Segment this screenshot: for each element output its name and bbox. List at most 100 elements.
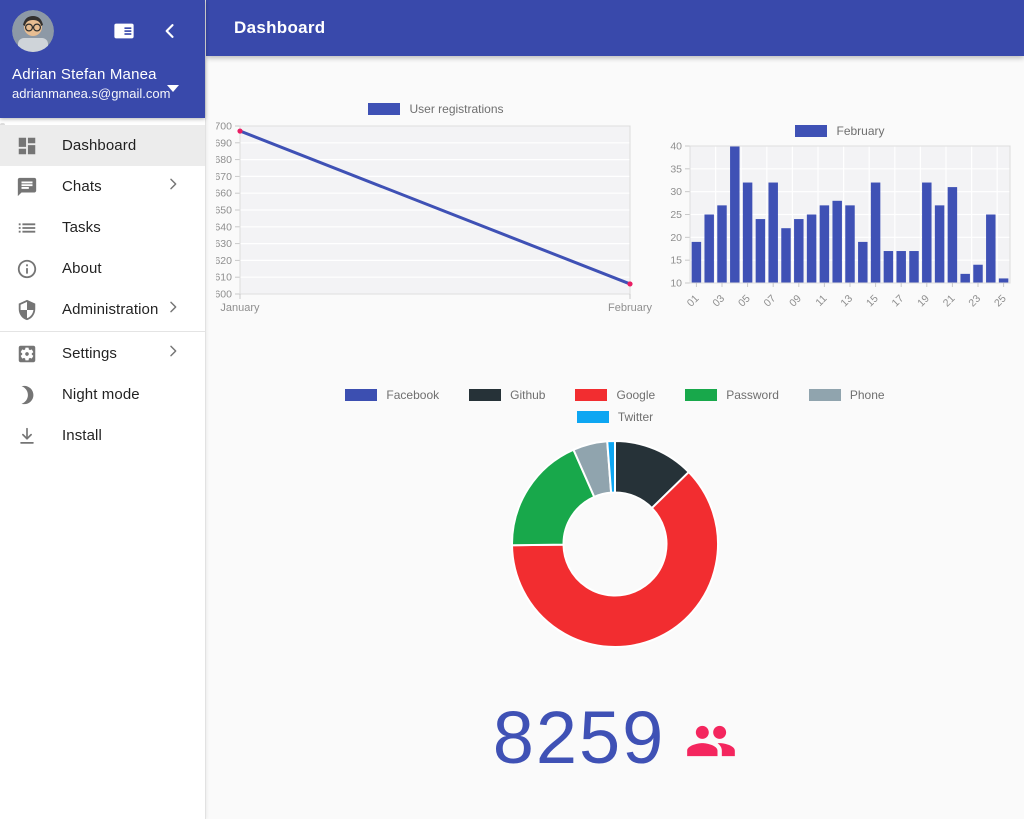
dashboard-content: User registrations 600 610 620 630 640 650 660…: [206, 56, 1024, 819]
bar-chart-block: February 10 15 20 25 30 35 40 01 03 05 07 09 11 13 15 1…: [662, 122, 1018, 315]
info-icon: [16, 258, 38, 280]
sidebar-item-night-mode[interactable]: Night mode: [0, 374, 205, 415]
svg-text:19: 19: [915, 293, 932, 310]
reader-mode-button[interactable]: [113, 20, 135, 42]
sidebar-nav: Dashboard Chats Tasks About: [0, 118, 205, 456]
legend-swatch: [469, 389, 502, 401]
donut-chart-block: Facebook Github Google Password Phone: [206, 386, 1024, 780]
avatar-image: [12, 10, 54, 52]
svg-text:660: 660: [216, 188, 232, 200]
legend-label: Phone: [849, 388, 885, 402]
svg-text:670: 670: [216, 171, 232, 183]
sidebar-item-settings[interactable]: Settings: [0, 333, 205, 374]
svg-text:620: 620: [216, 255, 232, 267]
svg-text:25: 25: [670, 209, 682, 221]
legend-swatch: [368, 103, 401, 115]
legend-item-february[interactable]: February: [795, 124, 885, 138]
sidebar-item-dashboard[interactable]: Dashboard: [0, 125, 205, 166]
legend-swatch: [795, 125, 828, 137]
sidebar-item-label: Administration: [62, 301, 159, 318]
chevron-right-icon: [165, 176, 181, 197]
legend-label: User registrations: [409, 102, 504, 116]
legend-label: Twitter: [617, 410, 654, 424]
legend-item-user-registrations[interactable]: User registrations: [368, 102, 504, 116]
avatar[interactable]: [12, 10, 54, 52]
user-name: Adrian Stefan Manea: [12, 66, 157, 83]
svg-text:650: 650: [216, 205, 232, 217]
svg-text:23: 23: [966, 293, 983, 310]
svg-text:690: 690: [216, 137, 232, 149]
legend-label: February: [836, 124, 885, 138]
shield-icon: [16, 299, 38, 321]
collapse-sidebar-button[interactable]: [159, 20, 181, 42]
donut-chart-legend-row-2: Twitter: [576, 408, 654, 426]
legend-label: Password: [726, 388, 779, 402]
sidebar-item-label: Settings: [62, 345, 117, 362]
legend-label: Facebook: [386, 388, 440, 402]
svg-text:40: 40: [670, 141, 682, 153]
sidebar-item-install[interactable]: Install: [0, 415, 205, 456]
svg-text:35: 35: [670, 163, 682, 175]
svg-text:15: 15: [864, 293, 881, 310]
total-users-stat: 8259: [493, 695, 738, 780]
download-icon: [16, 425, 38, 447]
svg-text:21: 21: [941, 293, 958, 310]
sidebar-item-label: Install: [62, 427, 102, 444]
svg-text:February: February: [608, 302, 653, 314]
sidebar-item-about[interactable]: About: [0, 248, 205, 289]
legend-swatch: [345, 389, 378, 401]
total-users-number: 8259: [492, 696, 666, 779]
svg-text:07: 07: [762, 293, 779, 310]
svg-text:11: 11: [813, 293, 829, 309]
login-providers-donut-chart[interactable]: [509, 438, 721, 655]
svg-text:30: 30: [670, 186, 682, 198]
svg-text:15: 15: [670, 255, 682, 267]
legend-swatch: [685, 389, 718, 401]
sidebar-item-label: Tasks: [62, 219, 101, 236]
sidebar-item-label: Chats: [62, 178, 102, 195]
reader-mode-icon: [114, 23, 134, 39]
svg-text:17: 17: [890, 293, 907, 310]
moon-icon: [16, 384, 38, 406]
chevron-right-icon: [165, 299, 181, 320]
february-bar-chart[interactable]: 10 15 20 25 30 35 40 01 03 05 07 09 11 13 15 17 19 21 23 25: [662, 140, 1018, 315]
list-icon: [16, 217, 38, 239]
legend-label: Github: [510, 388, 546, 402]
user-registrations-line-chart[interactable]: 600 610 620 630 640 650 660 670 680 690 700 January…: [214, 118, 656, 323]
svg-text:640: 640: [216, 221, 232, 233]
svg-text:25: 25: [992, 293, 1009, 310]
settings-icon: [16, 343, 38, 365]
app-bar: Dashboard: [206, 0, 1024, 56]
sidebar-item-chats[interactable]: Chats: [0, 166, 205, 207]
legend-item-github[interactable]: Github: [469, 388, 545, 402]
legend-swatch: [808, 389, 841, 401]
sidebar-user-header: Adrian Stefan Manea adrianmanea.s@gmail.…: [0, 0, 205, 118]
legend-item-password[interactable]: Password: [685, 388, 779, 402]
account-menu-caret-icon[interactable]: [167, 85, 179, 92]
line-chart-legend: User registrations: [216, 100, 656, 118]
legend-swatch: [575, 389, 608, 401]
legend-item-facebook[interactable]: Facebook: [345, 388, 439, 402]
sidebar-item-administration[interactable]: Administration: [0, 289, 205, 330]
sidebar-divider: [0, 331, 205, 332]
chevron-right-icon: [165, 343, 181, 364]
legend-item-phone[interactable]: Phone: [808, 388, 885, 402]
svg-text:01: 01: [685, 293, 702, 310]
bar-chart-legend: February: [662, 122, 1018, 140]
svg-text:January: January: [220, 302, 260, 314]
svg-text:20: 20: [670, 232, 682, 244]
sidebar-item-tasks[interactable]: Tasks: [0, 207, 205, 248]
svg-text:680: 680: [216, 154, 232, 166]
sidebar-item-label: Night mode: [62, 386, 140, 403]
legend-item-twitter[interactable]: Twitter: [576, 410, 654, 424]
svg-text:600: 600: [216, 289, 232, 301]
svg-text:09: 09: [787, 293, 804, 310]
legend-swatch: [576, 411, 609, 423]
legend-item-google[interactable]: Google: [575, 388, 655, 402]
svg-text:05: 05: [736, 293, 753, 310]
svg-text:03: 03: [710, 293, 727, 310]
dashboard-icon: [16, 135, 38, 157]
chat-icon: [16, 176, 38, 198]
chevron-left-icon: [165, 24, 174, 38]
sidebar: Adrian Stefan Manea adrianmanea.s@gmail.…: [0, 0, 206, 819]
